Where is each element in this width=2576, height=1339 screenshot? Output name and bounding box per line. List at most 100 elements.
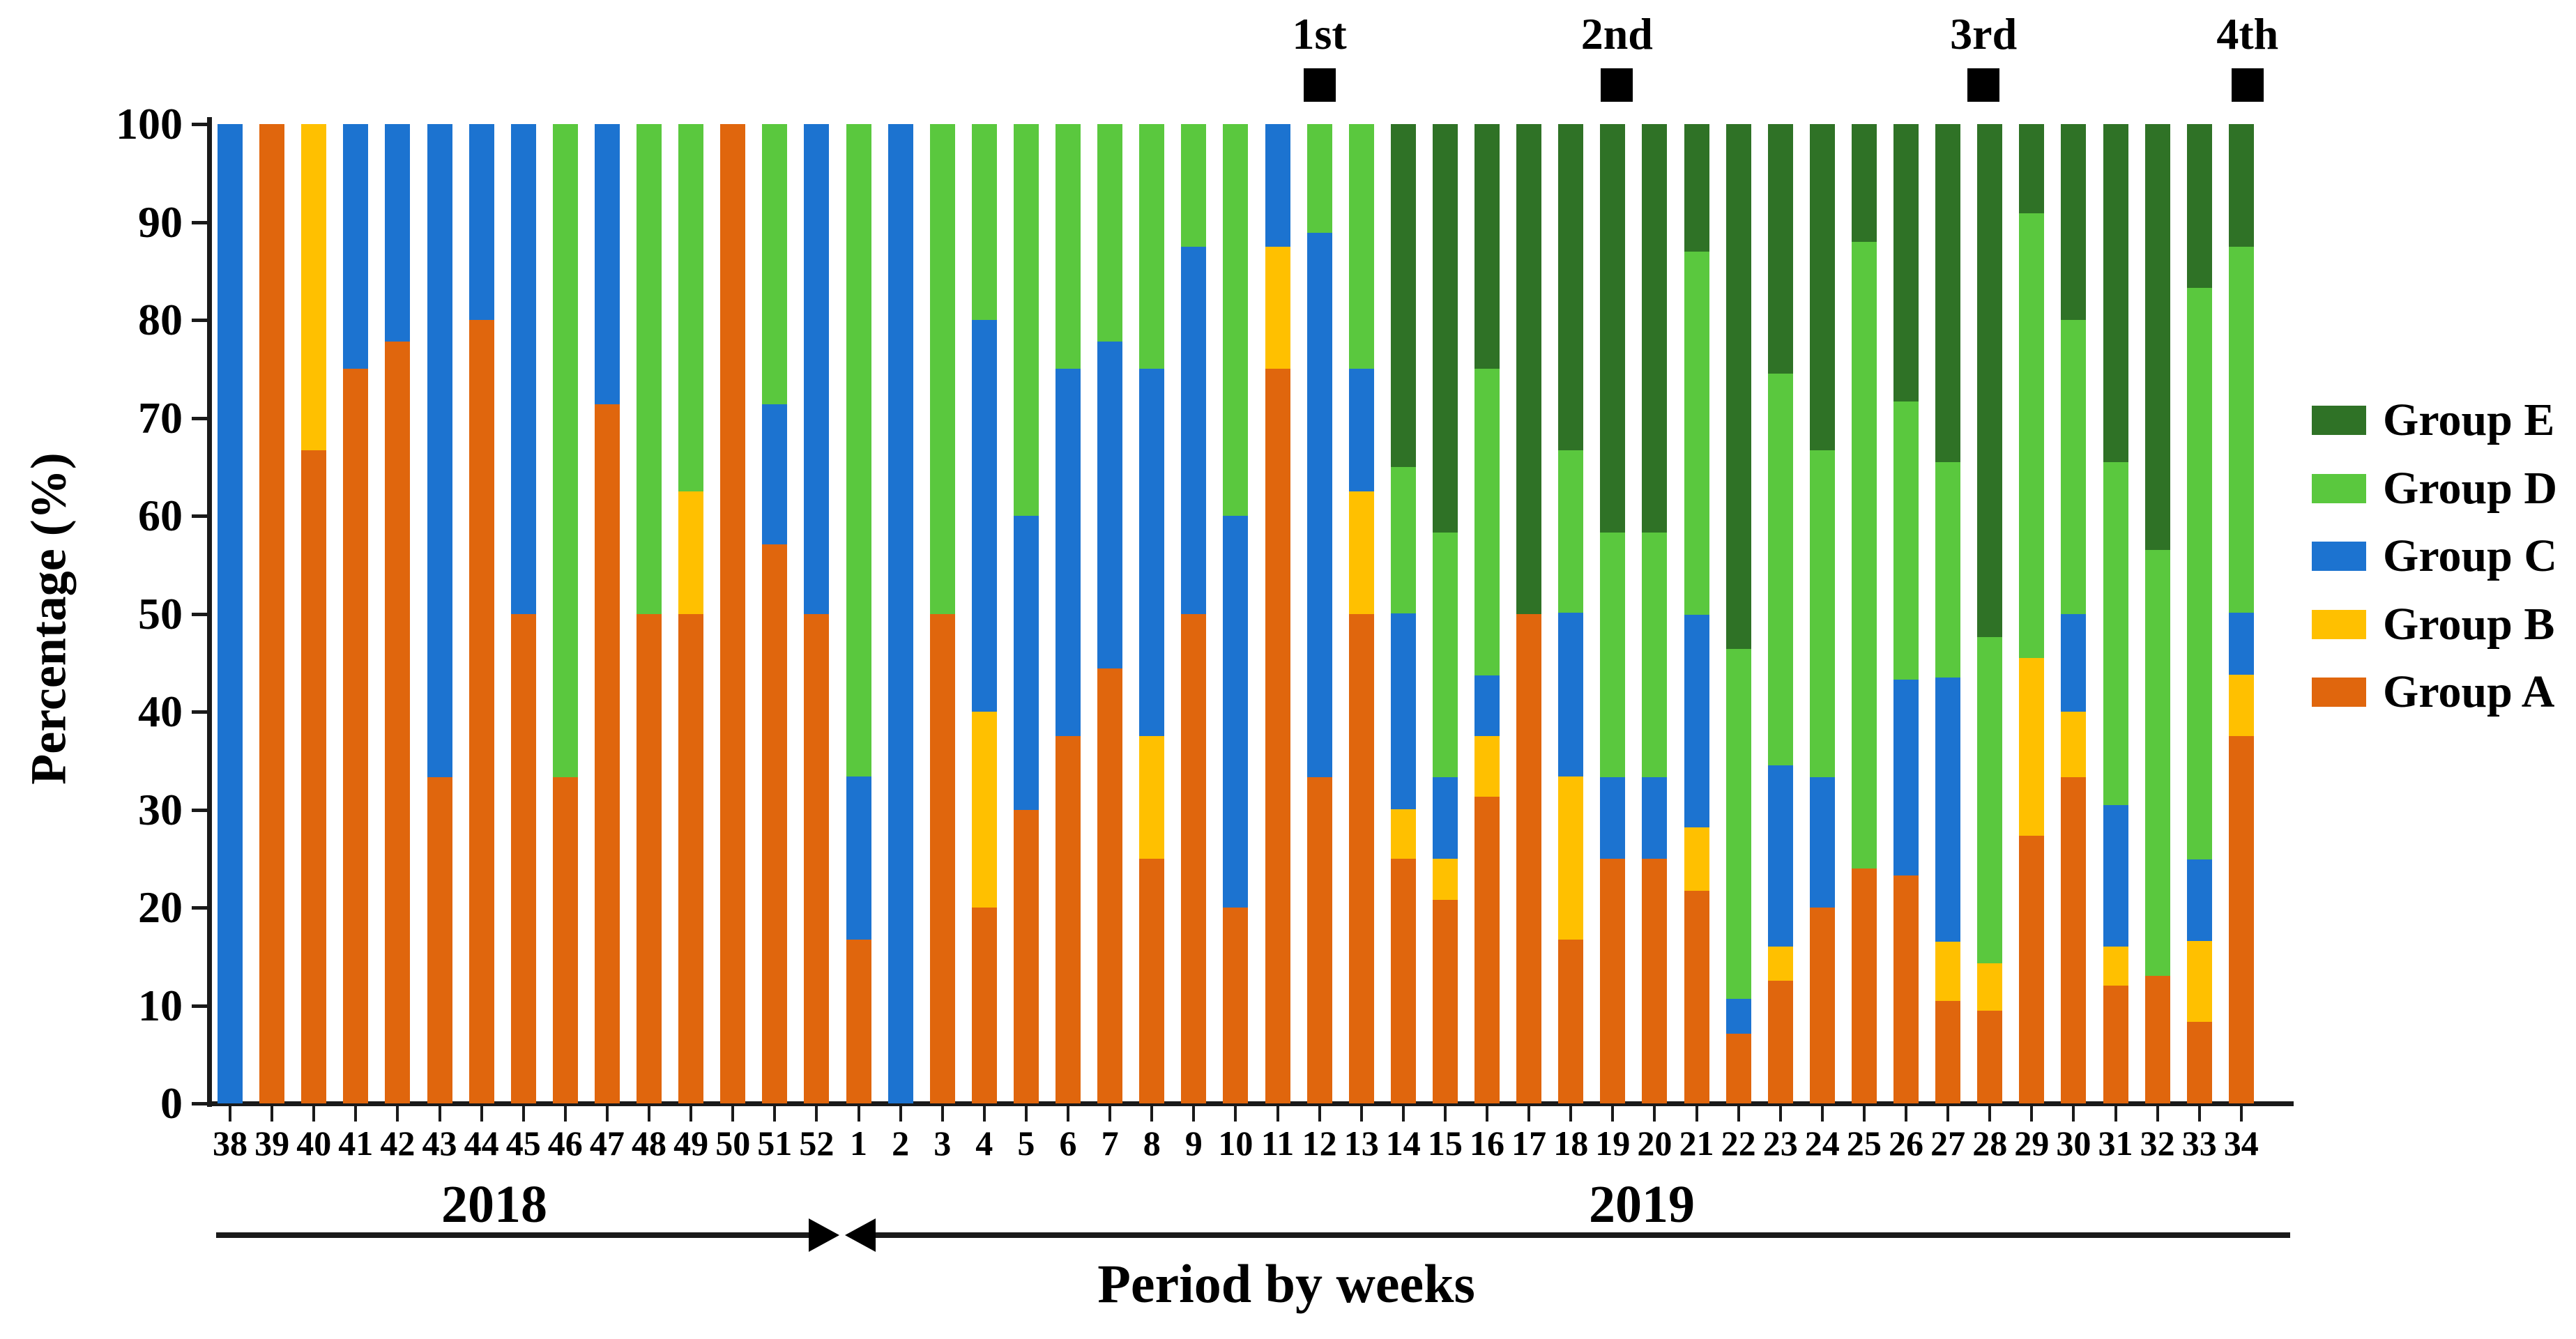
segment-group-d [1181, 124, 1207, 247]
segment-group-c [1432, 777, 1458, 859]
segment-group-c [1097, 341, 1123, 669]
segment-group-b [1767, 947, 1793, 981]
x-axis-line [207, 1101, 2294, 1106]
x-axis-tick [815, 1106, 818, 1122]
bar-week-17 [1516, 124, 1542, 1103]
bar-week-27 [1935, 124, 1961, 1103]
bar-week-44 [468, 124, 494, 1103]
x-axis-tick [1067, 1106, 1069, 1122]
segment-group-d [1013, 124, 1039, 516]
x-axis-tick [2030, 1106, 2034, 1122]
segment-group-a [1516, 613, 1542, 1103]
x-axis-tick-label: 16 [1470, 1124, 1504, 1163]
x-axis-tick [2197, 1106, 2201, 1122]
year-span-line [216, 1232, 809, 1238]
year-label-2019: 2019 [1589, 1175, 1695, 1234]
segment-group-c [887, 124, 913, 1103]
x-axis-tick [270, 1106, 274, 1122]
legend-swatch [2312, 609, 2366, 639]
x-axis-tick [1486, 1106, 1488, 1122]
segment-group-e [1893, 124, 1919, 401]
bar-week-1 [846, 124, 871, 1103]
y-axis-tick [192, 710, 207, 714]
x-axis-tick [1653, 1106, 1656, 1122]
bar-week-51 [762, 124, 788, 1103]
bar-week-23 [1767, 124, 1793, 1103]
x-axis-tick [354, 1106, 358, 1122]
segment-group-a [678, 613, 704, 1103]
segment-group-c [804, 124, 830, 614]
segment-group-d [2103, 461, 2128, 805]
segment-group-a [594, 404, 620, 1103]
segment-group-a [1306, 777, 1332, 1103]
segment-group-c [1725, 998, 1751, 1034]
segment-group-a [1432, 899, 1458, 1103]
y-axis-tick-label: 50 [138, 588, 183, 638]
legend-label: Group E [2383, 395, 2555, 445]
x-axis-tick-label: 28 [1972, 1124, 2008, 1163]
x-axis-tick-label: 34 [2223, 1124, 2259, 1163]
segment-group-c [510, 124, 536, 614]
quarter-marker-square [1967, 68, 2000, 102]
x-axis-tick-label: 4 [975, 1124, 993, 1163]
x-axis-tick-label: 26 [1889, 1124, 1923, 1163]
segment-group-a [1977, 1010, 2003, 1103]
x-axis-tick [1234, 1106, 1237, 1122]
segment-group-d [971, 124, 997, 320]
x-axis-tick [1946, 1106, 1950, 1122]
segment-group-a [929, 613, 955, 1103]
x-axis-tick [1318, 1106, 1321, 1122]
x-axis-tick-label: 13 [1343, 1124, 1379, 1163]
segment-group-e [1390, 124, 1416, 467]
x-axis-tick-label: 22 [1721, 1124, 1756, 1163]
bar-week-8 [1139, 124, 1165, 1103]
segment-group-e [2019, 124, 2045, 213]
segment-group-d [1432, 532, 1458, 778]
x-axis-tick [1905, 1106, 1907, 1122]
x-axis-tick-label: 52 [799, 1124, 834, 1163]
bar-week-48 [637, 124, 662, 1103]
x-axis-tick [605, 1106, 609, 1122]
quarter-marker-square [1303, 68, 1336, 102]
segment-group-e [2103, 124, 2128, 462]
x-axis-tick [1569, 1106, 1573, 1122]
segment-group-a [343, 369, 369, 1103]
x-axis-tick [2114, 1106, 2117, 1122]
segment-group-e [1977, 124, 2003, 638]
segment-group-d [1893, 401, 1919, 680]
bar-week-42 [385, 124, 411, 1103]
segment-group-b [1265, 246, 1290, 369]
x-axis-tick [438, 1106, 441, 1122]
x-axis-tick-label: 45 [505, 1124, 541, 1163]
segment-group-d [1684, 251, 1709, 615]
segment-group-b [301, 124, 327, 450]
segment-group-a [2144, 976, 2170, 1103]
segment-group-b [1432, 858, 1458, 900]
bar-week-22 [1725, 124, 1751, 1103]
x-axis-tick [1737, 1106, 1740, 1122]
segment-group-c [1684, 614, 1709, 827]
segment-group-a [468, 320, 494, 1103]
segment-group-b [1474, 736, 1500, 797]
segment-group-a [1935, 1000, 1961, 1103]
segment-group-d [2019, 213, 2045, 658]
left-arrowhead-icon [845, 1218, 876, 1252]
x-axis-tick-label: 39 [254, 1124, 290, 1163]
legend-entry: Group C [2312, 532, 2557, 581]
bar-week-46 [552, 124, 578, 1103]
segment-group-d [2144, 550, 2170, 977]
x-axis-tick-label: 42 [380, 1124, 416, 1163]
x-axis-title: Period by weeks [1097, 1253, 1475, 1314]
segment-group-e [1432, 124, 1458, 533]
legend-label: Group C [2383, 530, 2558, 581]
x-axis-tick-label: 9 [1184, 1124, 1203, 1163]
segment-group-d [1809, 450, 1835, 778]
y-axis-tick-label: 10 [138, 980, 183, 1030]
x-axis-tick-label: 8 [1143, 1124, 1161, 1163]
segment-group-a [1725, 1034, 1751, 1103]
segment-group-c [1558, 613, 1584, 776]
segment-group-a [427, 777, 452, 1103]
segment-group-a [1642, 858, 1668, 1103]
x-axis-tick-label: 2 [892, 1124, 910, 1163]
segment-group-a [1139, 858, 1165, 1103]
